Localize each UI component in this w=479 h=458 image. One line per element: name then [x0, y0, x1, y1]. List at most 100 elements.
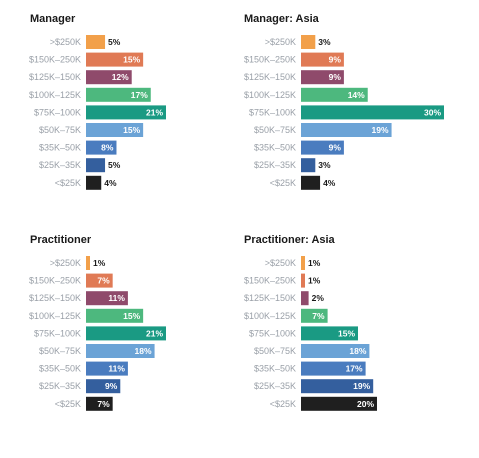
chart-title: Practitioner: Asia	[244, 234, 336, 246]
category-tick-label: <$25K	[55, 178, 81, 188]
category-tick-label: $150K–250K	[244, 55, 296, 65]
bar-value-label: 18%	[349, 346, 366, 356]
bar	[301, 87, 368, 102]
category-tick-label: $75K–100K	[249, 328, 296, 338]
category-tick-label: $25K–35K	[254, 381, 296, 391]
chart-panel: Manager: Asia >$250K 3% $150K–250K 9% $125K–1…	[244, 13, 444, 190]
category-tick-label: $50K–75K	[39, 125, 81, 135]
chart-panel: Manager >$250K 5% $150K–250K 15% $125K–150K 12…	[29, 13, 166, 190]
bar-value-label: 15%	[338, 328, 355, 338]
bar	[301, 256, 305, 270]
bar	[86, 70, 132, 85]
bar-value-label: 14%	[348, 90, 365, 100]
chart-panel: Practitioner >$250K 1% $150K–250K 7% $125K–15…	[29, 234, 166, 411]
bar	[301, 379, 374, 394]
category-tick-label: $125K–150K	[29, 72, 81, 82]
category-tick-label: $100K–125K	[244, 311, 296, 321]
bar-value-label: 1%	[93, 258, 106, 268]
bar-value-label: 20%	[357, 399, 374, 409]
category-tick-label: <$25K	[270, 178, 296, 188]
bar	[301, 361, 366, 376]
bar-value-label: 9%	[329, 72, 342, 82]
bar-value-label: 3%	[318, 37, 331, 47]
bar	[86, 158, 106, 173]
bar-value-label: 17%	[346, 364, 363, 374]
category-tick-label: $150K–250K	[244, 276, 296, 286]
chart-title: Manager: Asia	[244, 13, 320, 25]
category-tick-label: >$250K	[265, 258, 296, 268]
bar-value-label: 2%	[312, 293, 325, 303]
category-tick-label: $125K–150K	[29, 293, 81, 303]
category-tick-label: $35K–50K	[254, 143, 296, 153]
bar-value-label: 7%	[97, 276, 110, 286]
chart-panel: Practitioner: Asia >$250K 1% $150K–250K 1% $1…	[244, 234, 377, 411]
bar	[86, 361, 128, 376]
bar-value-label: 19%	[353, 381, 370, 391]
bar-value-label: 4%	[104, 178, 117, 188]
bar-value-label: 12%	[112, 72, 129, 82]
bar-value-label: 7%	[97, 399, 110, 409]
category-tick-label: $100K–125K	[29, 311, 81, 321]
bar	[301, 123, 392, 137]
bar-value-label: 9%	[329, 55, 342, 65]
bar	[86, 123, 144, 137]
category-tick-label: $75K–100K	[34, 107, 81, 117]
bar	[301, 140, 344, 155]
bar	[301, 396, 377, 411]
bar	[301, 344, 370, 358]
category-tick-label: $150K–250K	[29, 276, 81, 286]
bar-value-label: 21%	[146, 328, 163, 338]
bar	[301, 105, 444, 120]
bar-value-label: 21%	[146, 107, 163, 117]
category-tick-label: $125K–150K	[244, 72, 296, 82]
bar-value-label: 1%	[308, 276, 321, 286]
bar-value-label: 30%	[424, 107, 441, 117]
bar	[301, 326, 358, 341]
bar	[86, 273, 113, 288]
category-tick-label: $35K–50K	[39, 364, 81, 374]
bar-value-label: 11%	[108, 364, 125, 374]
category-tick-label: $25K–35K	[254, 160, 296, 170]
bar-value-label: 15%	[123, 125, 140, 135]
bar	[86, 396, 113, 411]
category-tick-label: $50K–75K	[39, 346, 81, 356]
category-tick-label: $25K–35K	[39, 160, 81, 170]
bar	[86, 35, 106, 49]
bar-value-label: 19%	[372, 125, 389, 135]
bar-value-label: 18%	[135, 346, 152, 356]
category-tick-label: $75K–100K	[249, 107, 296, 117]
category-tick-label: >$250K	[50, 258, 81, 268]
bar	[86, 379, 121, 394]
bar	[301, 273, 305, 288]
bar	[301, 291, 309, 306]
bar	[86, 175, 102, 190]
bar-value-label: 9%	[105, 381, 118, 391]
category-tick-label: $35K–50K	[254, 364, 296, 374]
bar-value-label: 7%	[312, 311, 325, 321]
category-tick-label: $75K–100K	[34, 328, 81, 338]
bar	[301, 52, 344, 67]
bar	[301, 35, 316, 49]
category-tick-label: $100K–125K	[29, 90, 81, 100]
category-tick-label: $150K–250K	[29, 55, 81, 65]
bar-value-label: 15%	[123, 311, 140, 321]
bar	[86, 308, 144, 323]
chart-title: Practitioner	[30, 234, 92, 246]
bar-value-label: 15%	[123, 55, 140, 65]
category-tick-label: $125K–150K	[244, 293, 296, 303]
category-tick-label: <$25K	[270, 399, 296, 409]
bar	[86, 87, 151, 102]
bar	[301, 70, 344, 85]
bar-value-label: 8%	[101, 143, 114, 153]
bar-value-label: 17%	[131, 90, 148, 100]
category-tick-label: $100K–125K	[244, 90, 296, 100]
bar	[301, 158, 316, 173]
bar-value-label: 11%	[108, 293, 125, 303]
bar-value-label: 4%	[323, 178, 336, 188]
bar	[86, 52, 144, 67]
bar	[301, 308, 328, 323]
bar	[301, 175, 321, 190]
category-tick-label: $25K–35K	[39, 381, 81, 391]
